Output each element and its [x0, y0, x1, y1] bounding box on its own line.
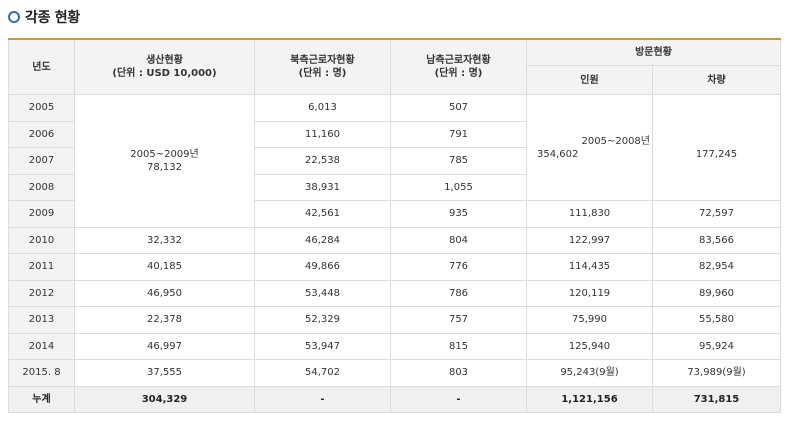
cell-south: 757	[390, 306, 527, 334]
cell-year: 2011	[8, 253, 75, 281]
total-row: 누계 304,329 - - 1,121,156 731,815	[8, 385, 781, 413]
cell-year: 2015. 8	[8, 359, 75, 387]
section-header: 각종 현황	[8, 6, 80, 28]
cell-year: 2006	[8, 120, 75, 148]
cell-vehicles: 73,989(9월)	[652, 359, 781, 387]
cell-south: 785	[390, 147, 527, 175]
table-header-row: 년도 생산현황 (단위 : USD 10,000) 북측근로자현황 (단위 : …	[8, 38, 781, 95]
cell-production: 46,950	[74, 279, 255, 307]
cell-year: 2010	[8, 226, 75, 254]
cell-visits-vehicles-merged: 177,245	[652, 94, 781, 201]
status-table: 년도 생산현황 (단위 : USD 10,000) 북측근로자현황 (단위 : …	[8, 38, 781, 413]
cell-people: 120,119	[526, 279, 653, 307]
header-production-unit: (단위 : USD 10,000)	[112, 68, 217, 79]
header-north-workers-unit: (단위 : 명)	[298, 68, 347, 79]
cell-north: 22,538	[254, 147, 391, 175]
cell-vehicles: 55,580	[652, 306, 781, 334]
total-people: 1,121,156	[526, 385, 653, 413]
table-row: 2010 32,332 46,284 804 122,997 83,566	[8, 226, 781, 254]
production-period-value: 78,132	[147, 161, 182, 173]
header-south-workers-unit: (단위 : 명)	[434, 68, 483, 79]
cell-production-merged: 2005~2009년 78,132	[74, 94, 255, 228]
table-subheader-row: 인원 차량	[9, 65, 781, 95]
cell-south: 815	[390, 332, 527, 360]
cell-production: 40,185	[74, 253, 255, 281]
visits-period-vehicles: 177,245	[695, 148, 738, 160]
cell-north: 6,013	[254, 94, 391, 122]
cell-vehicles: 89,960	[652, 279, 781, 307]
cell-north: 52,329	[254, 306, 391, 334]
cell-south: 507	[390, 94, 527, 122]
cell-year: 2005	[8, 94, 75, 122]
table-row: 2005 2005~2009년 78,132 6,013 507 2005~20…	[8, 94, 781, 228]
cell-north: 38,931	[254, 173, 391, 201]
table-row: 2014 46,997 53,947 815 125,940 95,924	[8, 332, 781, 360]
table-row: 2007 22,538 785	[8, 147, 781, 175]
total-vehicles: 731,815	[652, 385, 781, 413]
cell-people: 122,997	[526, 226, 653, 254]
cell-people: 111,830	[526, 200, 653, 228]
table-row: 2015. 8 37,555 54,702 803 95,243(9월) 73,…	[8, 359, 781, 387]
total-label: 누계	[8, 385, 75, 413]
circle-bullet-icon	[8, 11, 20, 23]
cell-year: 2013	[8, 306, 75, 334]
header-production-label: 생산현황	[146, 55, 183, 66]
cell-south: 935	[390, 200, 527, 228]
cell-production: 32,332	[74, 226, 255, 254]
table-row: 2008 38,931 1,055	[8, 173, 781, 201]
cell-people: 95,243(9월)	[526, 359, 653, 387]
table-row: 2009 42,561 935 111,830 72,597	[8, 200, 781, 228]
header-visits: 방문현황	[526, 38, 781, 66]
header-visits-people: 인원	[526, 65, 653, 95]
cell-year: 2008	[8, 173, 75, 201]
cell-vehicles: 82,954	[652, 253, 781, 281]
cell-people: 75,990	[526, 306, 653, 334]
table-row: 2006 11,160 791	[8, 120, 781, 148]
cell-year: 2012	[8, 279, 75, 307]
cell-production: 37,555	[74, 359, 255, 387]
visits-period: 2005~2008년	[581, 135, 650, 147]
cell-north: 46,284	[254, 226, 391, 254]
spacer	[653, 135, 780, 148]
header-north-workers-label: 북측근로자현황	[290, 55, 355, 66]
header-south-workers: 남측근로자현황 (단위 : 명)	[390, 38, 527, 95]
total-north: -	[254, 385, 391, 413]
cell-north: 11,160	[254, 120, 391, 148]
table-row: 2012 46,950 53,448 786 120,119 89,960	[8, 279, 781, 307]
production-period: 2005~2009년	[130, 148, 199, 160]
cell-year: 2009	[8, 200, 75, 228]
cell-year: 2014	[8, 332, 75, 360]
header-production: 생산현황 (단위 : USD 10,000)	[74, 38, 255, 95]
visits-period-people: 354,602	[537, 148, 579, 160]
cell-vehicles: 72,597	[652, 200, 781, 228]
section-title: 각종 현황	[25, 10, 80, 26]
cell-vehicles: 83,566	[652, 226, 781, 254]
cell-south: 791	[390, 120, 527, 148]
cell-people: 125,940	[526, 332, 653, 360]
cell-vehicles: 95,924	[652, 332, 781, 360]
header-south-workers-label: 남측근로자현황	[426, 55, 491, 66]
cell-people: 114,435	[526, 253, 653, 281]
cell-south: 786	[390, 279, 527, 307]
cell-visits-people-merged: 2005~2008년 354,602	[526, 94, 653, 201]
header-visits-vehicles: 차량	[652, 65, 781, 95]
cell-north: 54,702	[254, 359, 391, 387]
header-north-workers: 북측근로자현황 (단위 : 명)	[254, 38, 391, 95]
cell-north: 49,866	[254, 253, 391, 281]
cell-production: 46,997	[74, 332, 255, 360]
cell-south: 804	[390, 226, 527, 254]
cell-north: 53,448	[254, 279, 391, 307]
cell-production: 22,378	[74, 306, 255, 334]
cell-south: 803	[390, 359, 527, 387]
cell-year: 2007	[8, 147, 75, 175]
total-south: -	[390, 385, 527, 413]
total-production: 304,329	[74, 385, 255, 413]
table-row: 2013 22,378 52,329 757 75,990 55,580	[8, 306, 781, 334]
cell-north: 42,561	[254, 200, 391, 228]
cell-north: 53,947	[254, 332, 391, 360]
cell-south: 1,055	[390, 173, 527, 201]
cell-south: 776	[390, 253, 527, 281]
table-row: 2011 40,185 49,866 776 114,435 82,954	[8, 253, 781, 281]
header-year: 년도	[8, 38, 75, 95]
